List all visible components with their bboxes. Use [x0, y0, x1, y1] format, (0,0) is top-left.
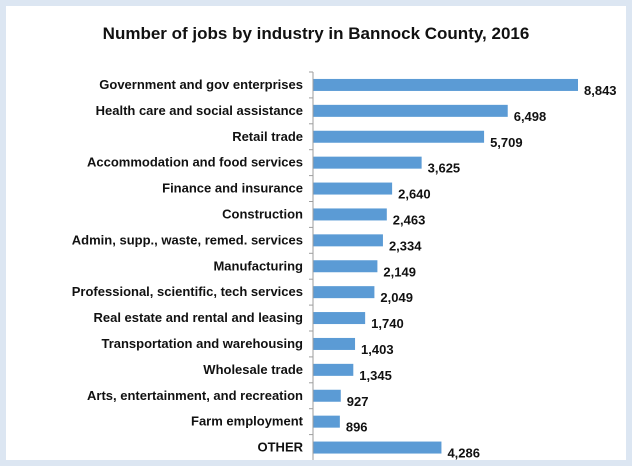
category-label-finance-and-insurance: Finance and insurance	[162, 181, 303, 196]
category-label-admin-supp-waste-remed-services: Admin, supp., waste, remed. services	[72, 232, 303, 247]
value-label-finance-and-insurance: 2,640	[398, 187, 431, 202]
value-label-admin-supp-waste-remed-services: 2,334	[389, 238, 422, 253]
bar-construction	[313, 208, 387, 221]
category-label-government-and-gov-enterprises: Government and gov enterprises	[99, 77, 303, 92]
value-label-wholesale-trade: 1,345	[359, 368, 392, 383]
category-label-transportation-and-warehousing: Transportation and warehousing	[101, 336, 303, 351]
value-label-accommodation-and-food-services: 3,625	[428, 161, 461, 176]
bar-manufacturing	[313, 260, 378, 273]
category-label-health-care-and-social-assistance: Health care and social assistance	[96, 103, 303, 118]
bar-finance-and-insurance	[313, 182, 393, 195]
value-label-professional-scientific-tech-services: 2,049	[380, 290, 413, 305]
chart-panel: Number of jobs by industry in Bannock Co…	[6, 6, 626, 460]
value-label-retail-trade: 5,709	[490, 135, 523, 150]
bar-other	[313, 441, 442, 454]
bar-real-estate-and-rental-and-leasing	[313, 312, 366, 325]
value-label-other: 4,286	[447, 446, 480, 460]
bar-arts-entertainment-and-recreation	[313, 389, 341, 402]
bar-accommodation-and-food-services	[313, 156, 422, 169]
category-label-real-estate-and-rental-and-leasing: Real estate and rental and leasing	[93, 310, 303, 325]
category-label-professional-scientific-tech-services: Professional, scientific, tech services	[72, 284, 303, 299]
category-label-wholesale-trade: Wholesale trade	[203, 362, 303, 377]
value-label-health-care-and-social-assistance: 6,498	[514, 109, 547, 124]
category-label-arts-entertainment-and-recreation: Arts, entertainment, and recreation	[87, 388, 303, 403]
value-label-construction: 2,463	[393, 212, 426, 227]
bar-chart: Government and gov enterprises 8,843 Healt…	[72, 71, 617, 460]
category-label-construction: Construction	[222, 206, 303, 221]
chart-title: Number of jobs by industry in Bannock Co…	[102, 24, 530, 43]
bar-health-care-and-social-assistance	[313, 104, 508, 117]
bar-admin-supp-waste-remed-services	[313, 234, 383, 247]
value-label-arts-entertainment-and-recreation: 927	[347, 394, 369, 409]
value-label-manufacturing: 2,149	[383, 264, 416, 279]
value-label-real-estate-and-rental-and-leasing: 1,740	[371, 316, 404, 331]
value-label-transportation-and-warehousing: 1,403	[361, 342, 394, 357]
category-label-other: OTHER	[258, 440, 304, 455]
bar-professional-scientific-tech-services	[313, 286, 375, 299]
bar-wholesale-trade	[313, 363, 354, 376]
category-label-retail-trade: Retail trade	[232, 129, 303, 144]
category-label-farm-employment: Farm employment	[191, 414, 304, 429]
bar-government-and-gov-enterprises	[313, 78, 578, 91]
category-label-accommodation-and-food-services: Accommodation and food services	[87, 155, 303, 170]
bar-retail-trade	[313, 130, 485, 143]
value-label-government-and-gov-enterprises: 8,843	[584, 83, 617, 98]
bar-farm-employment	[313, 415, 340, 428]
value-label-farm-employment: 896	[346, 420, 368, 435]
bar-transportation-and-warehousing	[313, 337, 356, 350]
category-label-manufacturing: Manufacturing	[213, 258, 303, 273]
